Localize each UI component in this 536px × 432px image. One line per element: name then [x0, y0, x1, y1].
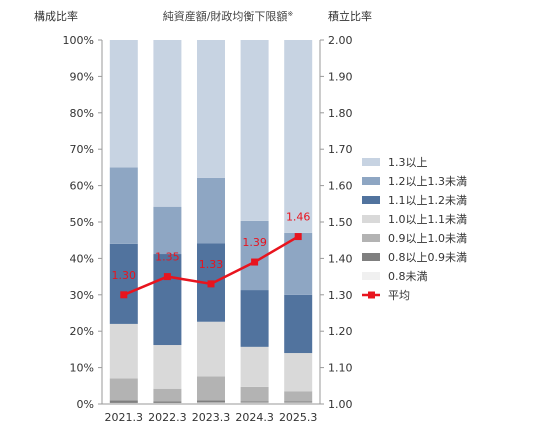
category-label: 2022.3: [148, 411, 187, 424]
bar-segment: [109, 40, 138, 168]
bar-segment: [109, 167, 138, 244]
bar-segment: [153, 402, 182, 404]
left-tick-label: 70%: [70, 143, 94, 156]
bar-segment: [153, 206, 182, 255]
bar-segment: [240, 386, 269, 402]
right-tick-label: 2.00: [328, 34, 353, 47]
bar-segment: [240, 40, 269, 221]
bar-segment: [197, 400, 225, 403]
average-data-label: 1.30: [112, 269, 137, 282]
bars: [109, 40, 313, 404]
legend-swatch: [362, 215, 380, 223]
legend-label: 平均: [388, 289, 410, 302]
bar-segment: [153, 345, 182, 389]
average-data-label: 1.46: [286, 211, 311, 224]
left-tick-label: 10%: [70, 362, 94, 375]
bar-segment: [109, 400, 138, 403]
bar-segment: [240, 401, 269, 403]
average-point: [294, 233, 302, 241]
bar-segment: [153, 388, 182, 402]
bar-segment: [197, 402, 225, 404]
right-tick-label: 1.70: [328, 143, 353, 156]
bar-segment: [109, 378, 138, 401]
category-label: 2023.3: [192, 411, 231, 424]
legend-label: 1.1以上1.2未満: [388, 194, 467, 207]
average-point: [207, 280, 215, 288]
right-tick-label: 1.80: [328, 107, 353, 120]
bar-segment: [284, 353, 313, 392]
right-tick-label: 1.10: [328, 362, 353, 375]
legend-label: 1.0以上1.1未満: [388, 213, 467, 226]
category-label: 2024.3: [235, 411, 274, 424]
bar-segment: [197, 321, 225, 377]
legend: 1.3以上 1.2以上1.3未満 1.1以上1.2未満 1.0以上1.1未満 0.9以上…: [362, 156, 467, 302]
bar-segment: [109, 323, 138, 379]
left-tick-label: 50%: [70, 216, 94, 229]
right-axis-label: 積立比率: [328, 9, 372, 23]
left-tick-label: 90%: [70, 70, 94, 83]
legend-line-marker: [368, 291, 375, 299]
bar-segment: [284, 40, 313, 233]
chart-title: 純資産額/財政均衡下限額※: [163, 9, 294, 23]
bar-segment: [197, 376, 225, 401]
bar-segment: [109, 243, 138, 324]
bar-segment: [240, 402, 269, 404]
average-line: 1.30 1.35 1.33 1.39 1.46: [112, 211, 311, 299]
legend-swatch: [362, 177, 380, 185]
left-tick-label: 100%: [63, 34, 94, 47]
right-tick-label: 1.60: [328, 180, 353, 193]
legend-label: 1.2以上1.3未満: [388, 175, 467, 188]
left-tick-label: 60%: [70, 180, 94, 193]
bar-segment: [284, 401, 313, 403]
legend-swatch: [362, 272, 380, 280]
bar-segment: [284, 391, 313, 402]
left-tick-label: 20%: [70, 325, 94, 338]
bar-segment: [284, 294, 313, 354]
bar-segment: [153, 401, 182, 403]
left-tick-label: 30%: [70, 289, 94, 302]
bar-segment: [284, 402, 313, 404]
legend-label: 0.8以上0.9未満: [388, 251, 467, 264]
category-label: 2025.3: [279, 411, 318, 424]
right-tick-label: 1.90: [328, 70, 353, 83]
category-label: 2021.3: [105, 411, 144, 424]
legend-label: 1.3以上: [388, 156, 428, 169]
legend-label: 0.9以上1.0未満: [388, 232, 467, 245]
right-tick-label: 1.40: [328, 252, 353, 265]
right-tick-label: 1.20: [328, 325, 353, 338]
left-axis-label: 構成比率: [34, 9, 78, 23]
bar-segment: [197, 40, 225, 178]
bar-segment: [240, 346, 269, 387]
average-data-label: 1.33: [199, 258, 224, 271]
average-data-label: 1.39: [242, 236, 267, 249]
axes: 0% 10% 20% 30% 40% 50% 60% 70% 80% 90% 100% 1.00 1.1…: [63, 34, 353, 424]
average-point: [120, 291, 128, 299]
legend-swatch: [362, 158, 380, 166]
legend-label: 0.8未満: [388, 270, 428, 283]
bar-segment: [153, 254, 182, 346]
right-tick-label: 1.50: [328, 216, 353, 229]
average-data-label: 1.35: [155, 251, 180, 264]
bar-segment: [197, 177, 225, 244]
average-point: [163, 273, 171, 281]
left-tick-label: 0%: [77, 398, 94, 411]
left-tick-label: 80%: [70, 107, 94, 120]
legend-swatch: [362, 234, 380, 242]
average-point: [251, 258, 259, 266]
right-tick-label: 1.30: [328, 289, 353, 302]
legend-swatch: [362, 253, 380, 261]
bar-segment: [153, 40, 182, 207]
left-tick-label: 40%: [70, 252, 94, 265]
legend-swatch: [362, 196, 380, 204]
right-tick-label: 1.00: [328, 398, 353, 411]
bar-segment: [109, 402, 138, 404]
bar-segment: [240, 290, 269, 347]
